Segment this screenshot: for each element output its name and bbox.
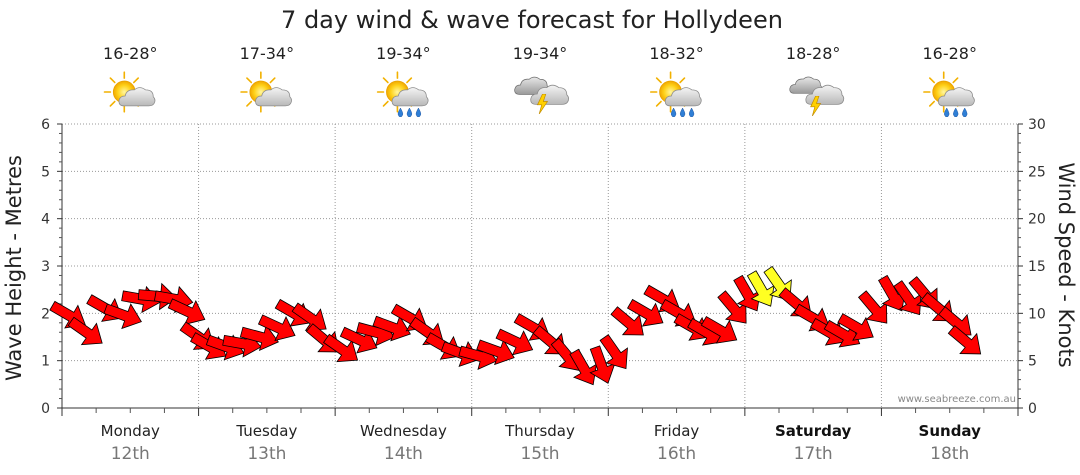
day-date-label: 16th [657,444,696,464]
y2-tick-label: 30 [1028,117,1046,133]
wind-arrow [733,274,761,312]
wind-arrow [323,333,359,363]
y-tick-label: 6 [41,117,50,133]
x-axis: Monday 12th Tuesday 13th Wednesday 14th Thursd… [61,408,1019,464]
wind-arrows [49,265,982,386]
watermark: www.seabreeze.com.au [898,394,1016,405]
day-name-label: Monday [101,422,160,440]
wind-arrow [239,324,279,352]
wind-arrow [103,303,142,330]
day-name-label: Thursday [504,422,575,440]
y-tick-label: 2 [41,306,50,322]
rain-drop [670,108,677,117]
wind-arrow [67,316,103,346]
wind-arrow [167,298,206,326]
sun-cloud-icon [103,71,156,113]
sun-cloud-icon [240,71,292,113]
day-name-label: Tuesday [235,422,297,440]
day-temp-range: 18-28° [786,44,841,63]
wind-arrow [372,315,411,342]
day-name-label: Sunday [919,422,982,440]
rain-drop [688,108,695,117]
sun-cloud-rain-icon [923,71,975,117]
y2-tick-label: 10 [1028,306,1046,322]
day-name-label: Saturday [775,422,852,440]
wind-arrow [569,348,597,386]
y2-tick-label: 25 [1028,164,1046,180]
rain-drop [397,108,404,117]
rain-drop [406,108,413,117]
chart-title: 7 day wind & wave forecast for Hollydeen [281,6,783,34]
y-tick-label: 4 [41,212,50,228]
day-temp-range: 18-32° [649,44,704,63]
y-axis-title-left: Wave Height - Metres [2,155,26,381]
day-date-label: 18th [930,444,969,464]
day-name-label: Friday [654,422,700,440]
wind-arrow [947,325,982,355]
day-temp-range: 16-28° [922,44,977,63]
wind-arrow [610,306,644,336]
day-date-label: 13th [247,444,286,464]
storm-clouds-icon [789,76,845,116]
day-date-label: 12th [111,444,150,464]
wind-arrow [893,280,922,316]
day-date-label: 14th [384,444,423,464]
y-tick-label: 5 [41,164,50,180]
y2-tick-label: 5 [1028,354,1037,370]
rain-drop [962,108,968,117]
wind-arrow [717,290,747,324]
wind-arrow [823,319,861,348]
wind-arrow [257,314,296,342]
y-tick-label: 3 [41,259,50,275]
wind-arrow [476,339,515,366]
day-date-label: 15th [520,444,559,464]
chart-grid [61,123,1019,409]
y2-tick-label: 20 [1028,212,1046,228]
rain-drop [953,108,959,117]
day-temp-range: 19-34° [513,44,568,63]
day-date-label: 17th [794,444,833,464]
y2-tick-label: 15 [1028,259,1046,275]
left-axis: 0 1 2 3 4 5 6 [41,117,62,417]
y-tick-label: 0 [41,401,50,417]
sun-cloud-rain-icon [376,71,429,117]
day-name-label: Wednesday [360,422,447,440]
day-temp-range: 17-34° [240,44,295,63]
right-axis: 0 5 10 15 20 25 30 [1018,117,1046,417]
sun-cloud-rain-icon [649,71,702,117]
rain-drop [679,108,686,117]
y-axis-title-right: Wind Speed - Knots [1054,162,1078,367]
wind-arrow [746,270,775,307]
wind-arrow [837,313,874,341]
wind-arrow [857,290,888,324]
y-tick-label: 1 [41,354,50,370]
day-temp-range: 19-34° [376,44,431,63]
storm-cloud-icon [514,76,570,114]
wind-arrow [700,316,738,344]
wind-arrow [599,334,628,370]
y2-tick-label: 0 [1028,401,1037,417]
wind-arrow [626,298,664,327]
wind-arrow [589,345,616,384]
rain-drop [944,108,950,117]
day-temp-range: 16-28° [103,44,158,63]
rain-drop [415,108,422,117]
wind-arrow [495,328,534,356]
weather-header: 16-28° 17-34° 19-34° 19-34° 18-32° 18-28° 16-2… [103,44,977,117]
